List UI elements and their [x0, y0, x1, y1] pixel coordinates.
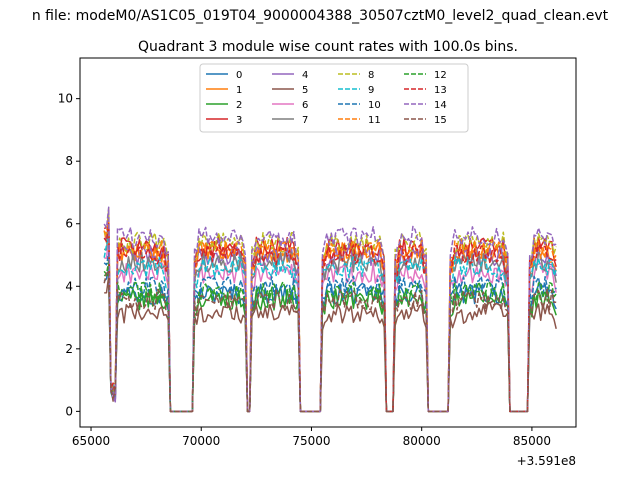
- y-tick-label: 6: [65, 217, 73, 231]
- legend-label: 4: [302, 70, 308, 81]
- x-tick-label: 80000: [403, 434, 441, 448]
- legend-label: 3: [236, 115, 242, 126]
- figure-suptitle: n file: modeM0/AS1C05_019T04_9000004388_…: [32, 8, 609, 24]
- chart-title: Quadrant 3 module wise count rates with …: [138, 39, 518, 55]
- legend-label: 1: [236, 85, 242, 96]
- legend-label: 14: [434, 100, 447, 111]
- y-tick-label: 0: [65, 404, 73, 418]
- y-tick-label: 10: [58, 92, 73, 106]
- legend-label: 11: [368, 115, 381, 126]
- legend-label: 8: [368, 70, 374, 81]
- x-tick-label: 75000: [292, 434, 330, 448]
- y-tick-label: 4: [65, 279, 73, 293]
- legend-label: 9: [368, 85, 374, 96]
- y-tick-label: 8: [65, 154, 73, 168]
- x-axis: 65000 70000 75000 80000 85000: [72, 427, 551, 448]
- legend-label: 10: [368, 100, 381, 111]
- legend-box: [199, 63, 469, 133]
- series-line-2: [103, 273, 557, 413]
- legend-label: 6: [302, 100, 308, 111]
- series-line-10: [103, 252, 557, 413]
- legend-label: 7: [302, 115, 308, 126]
- series-line-15: [103, 269, 557, 413]
- legend-label: 2: [236, 100, 242, 111]
- x-tick-label: 65000: [72, 434, 110, 448]
- x-tick-label: 70000: [182, 434, 220, 448]
- legend-label: 5: [302, 85, 308, 96]
- x-tick-label: 85000: [513, 434, 551, 448]
- legend-label: 0: [236, 70, 242, 81]
- y-tick-label: 2: [65, 342, 73, 356]
- legend-label: 15: [434, 115, 447, 126]
- legend-label: 13: [434, 85, 447, 96]
- series-line-9: [103, 233, 557, 413]
- plot-frame: [79, 57, 577, 428]
- x-offset-label: +3.591e8: [517, 454, 576, 468]
- series-line-6: [104, 236, 557, 413]
- plot-lines: [103, 206, 557, 413]
- series-line-11: [103, 217, 557, 413]
- legend-label: 12: [434, 70, 447, 81]
- y-axis: 0 2 4 6 8 10: [58, 92, 80, 418]
- series-line-14: [103, 206, 557, 413]
